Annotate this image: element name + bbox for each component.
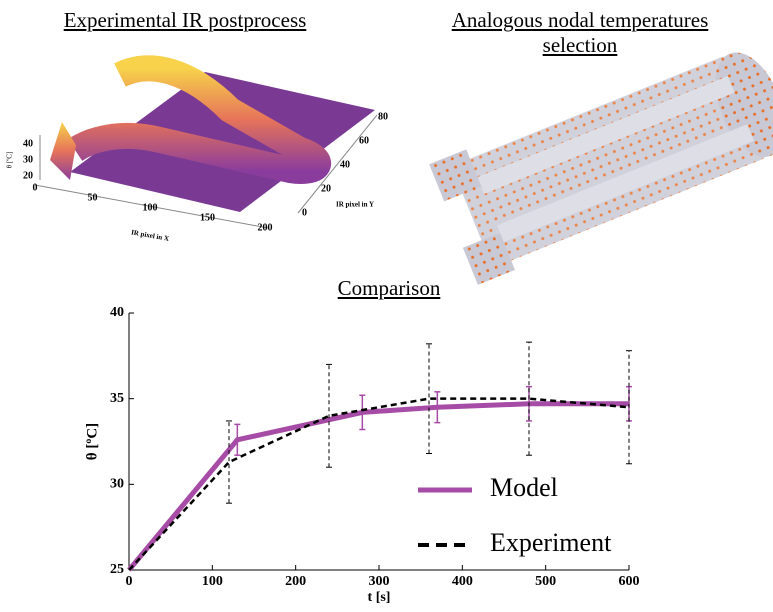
x-tick-label: 400 bbox=[452, 574, 473, 589]
y-tick-label: 25 bbox=[110, 562, 124, 577]
x-tick-label: 100 bbox=[202, 574, 223, 589]
mesh bbox=[429, 33, 773, 285]
y-tick-label: 20 bbox=[321, 183, 331, 194]
page: 050100150200020406080203040IR pixel in X… bbox=[0, 0, 773, 612]
legend-label: Model bbox=[490, 473, 558, 502]
x-tick-label: 300 bbox=[369, 574, 390, 589]
ir-surface bbox=[35, 68, 377, 228]
z-tick-label: 40 bbox=[23, 138, 33, 149]
y-tick-label: 40 bbox=[110, 305, 124, 320]
y-axis-label: θ [ºC] bbox=[84, 423, 100, 460]
z-axis-label: θ [ºC] bbox=[6, 152, 14, 169]
x-tick-label: 200 bbox=[285, 574, 306, 589]
x-tick-label: 100 bbox=[143, 202, 158, 213]
x-tick-label: 0 bbox=[126, 574, 133, 589]
z-tick-label: 30 bbox=[23, 154, 33, 165]
x-tick-label: 600 bbox=[619, 574, 640, 589]
y-tick-label: 80 bbox=[378, 111, 388, 122]
z-tick-label: 20 bbox=[23, 170, 33, 181]
figure: 050100150200020406080203040IR pixel in X… bbox=[0, 0, 773, 612]
x-tick-label: 150 bbox=[200, 212, 215, 223]
y-axis-label: IR pixel in Y bbox=[336, 201, 374, 209]
panel-title: Experimental IR postprocess bbox=[40, 8, 330, 33]
x-axis-label: t [s] bbox=[368, 590, 391, 605]
y-tick-label: 60 bbox=[359, 135, 369, 146]
y-tick-label: 0 bbox=[302, 207, 307, 218]
chart-title: Comparison bbox=[279, 276, 499, 301]
x-tick-label: 0 bbox=[33, 182, 38, 193]
x-axis-label: IR pixel in X bbox=[131, 228, 170, 243]
legend-label: Experiment bbox=[490, 528, 612, 557]
x-tick-label: 50 bbox=[88, 192, 98, 203]
panel-title: Analogous nodal temperatures selection bbox=[430, 8, 730, 58]
x-tick-label: 200 bbox=[258, 222, 273, 233]
y-tick-label: 35 bbox=[110, 391, 124, 406]
y-tick-label: 30 bbox=[110, 477, 124, 492]
y-tick-label: 40 bbox=[340, 159, 350, 170]
x-tick-label: 500 bbox=[535, 574, 556, 589]
